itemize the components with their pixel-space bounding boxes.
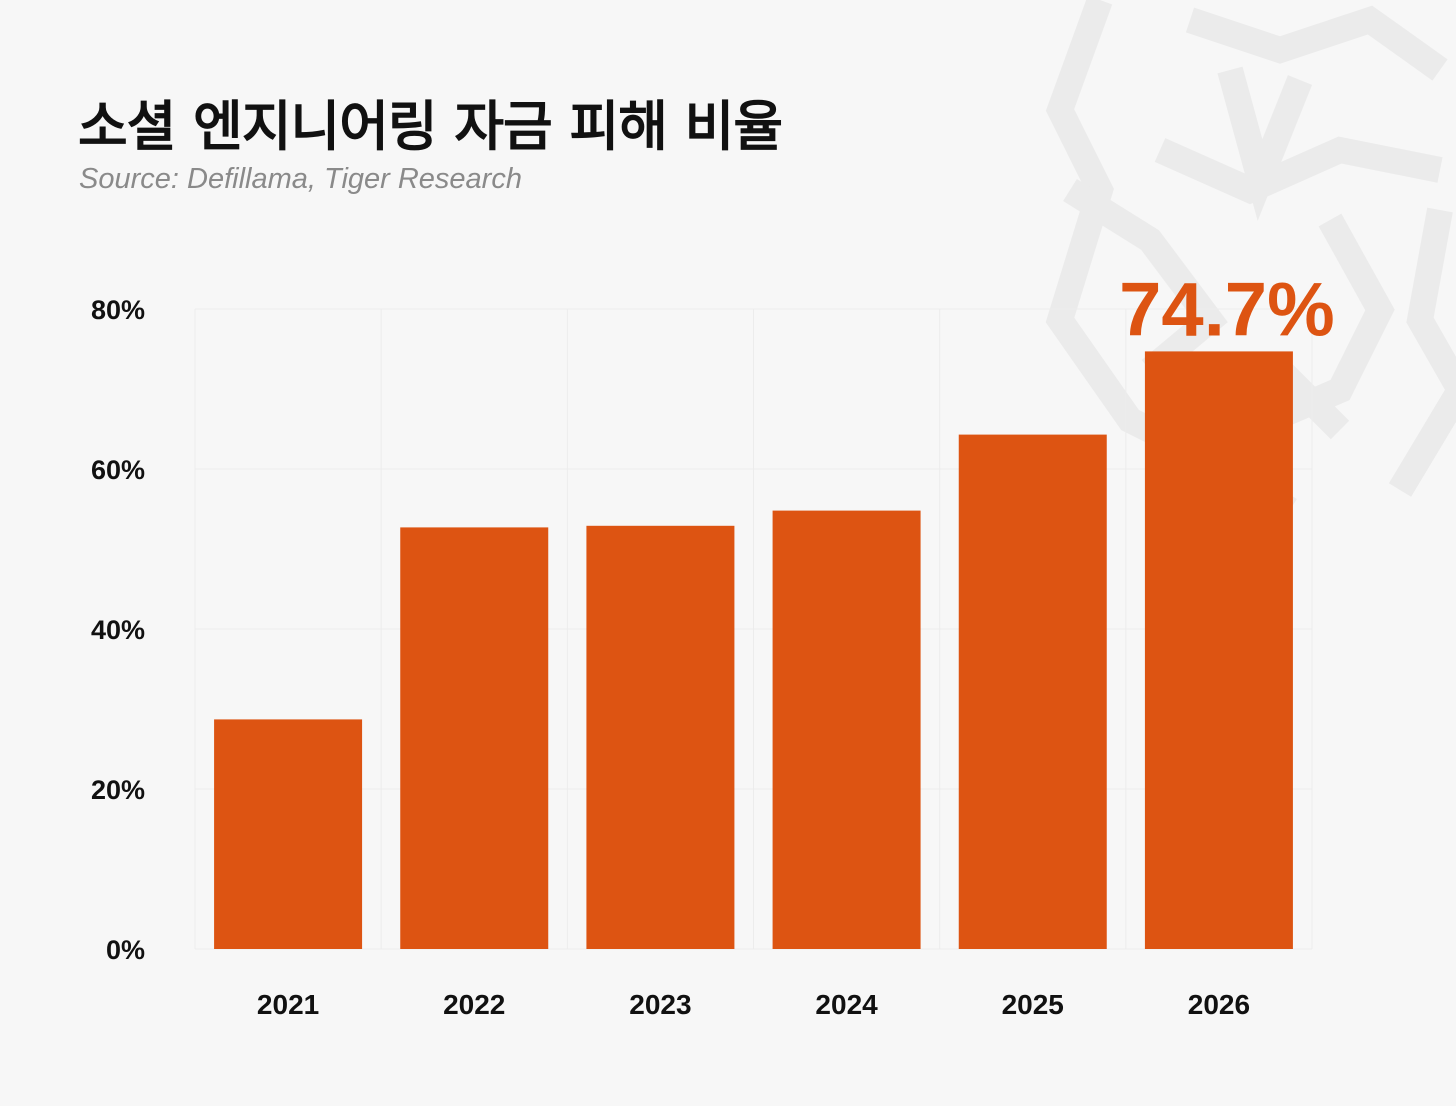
annotation-layer: 74.7% (1119, 267, 1335, 352)
x-tick-label: 2022 (443, 989, 505, 1020)
x-tick-label: 2023 (629, 989, 691, 1020)
bar-2021 (214, 719, 363, 949)
y-tick-label: 60% (91, 455, 145, 485)
x-axis-tick-labels: 2021 2022 2023 2024 2025 2026 (257, 989, 1250, 1020)
y-tick-label: 80% (91, 295, 145, 325)
x-tick-label: 2025 (1002, 989, 1064, 1020)
x-tick-label: 2024 (815, 989, 878, 1020)
bar-2024 (772, 510, 921, 949)
y-axis-tick-labels: 0% 20% 40% 60% 80% (91, 295, 145, 965)
source-subtitle: Source: Defillama, Tiger Research (79, 163, 522, 195)
bar-2026 (1144, 351, 1293, 949)
grid-layer (194, 308, 1313, 950)
bar-2022 (400, 527, 549, 949)
y-tick-label: 20% (91, 775, 145, 805)
bar-2023 (586, 525, 735, 949)
y-tick-label: 40% (91, 615, 145, 645)
bar-2025 (958, 434, 1107, 950)
y-tick-label: 0% (106, 935, 145, 965)
x-tick-label: 2021 (257, 989, 319, 1020)
page-title: 소셜 엔지니어링 자금 피해 비율 (78, 95, 783, 158)
x-tick-label: 2026 (1188, 989, 1250, 1020)
data-label-2026: 74.7% (1119, 267, 1335, 352)
bar-layer (214, 351, 1293, 950)
